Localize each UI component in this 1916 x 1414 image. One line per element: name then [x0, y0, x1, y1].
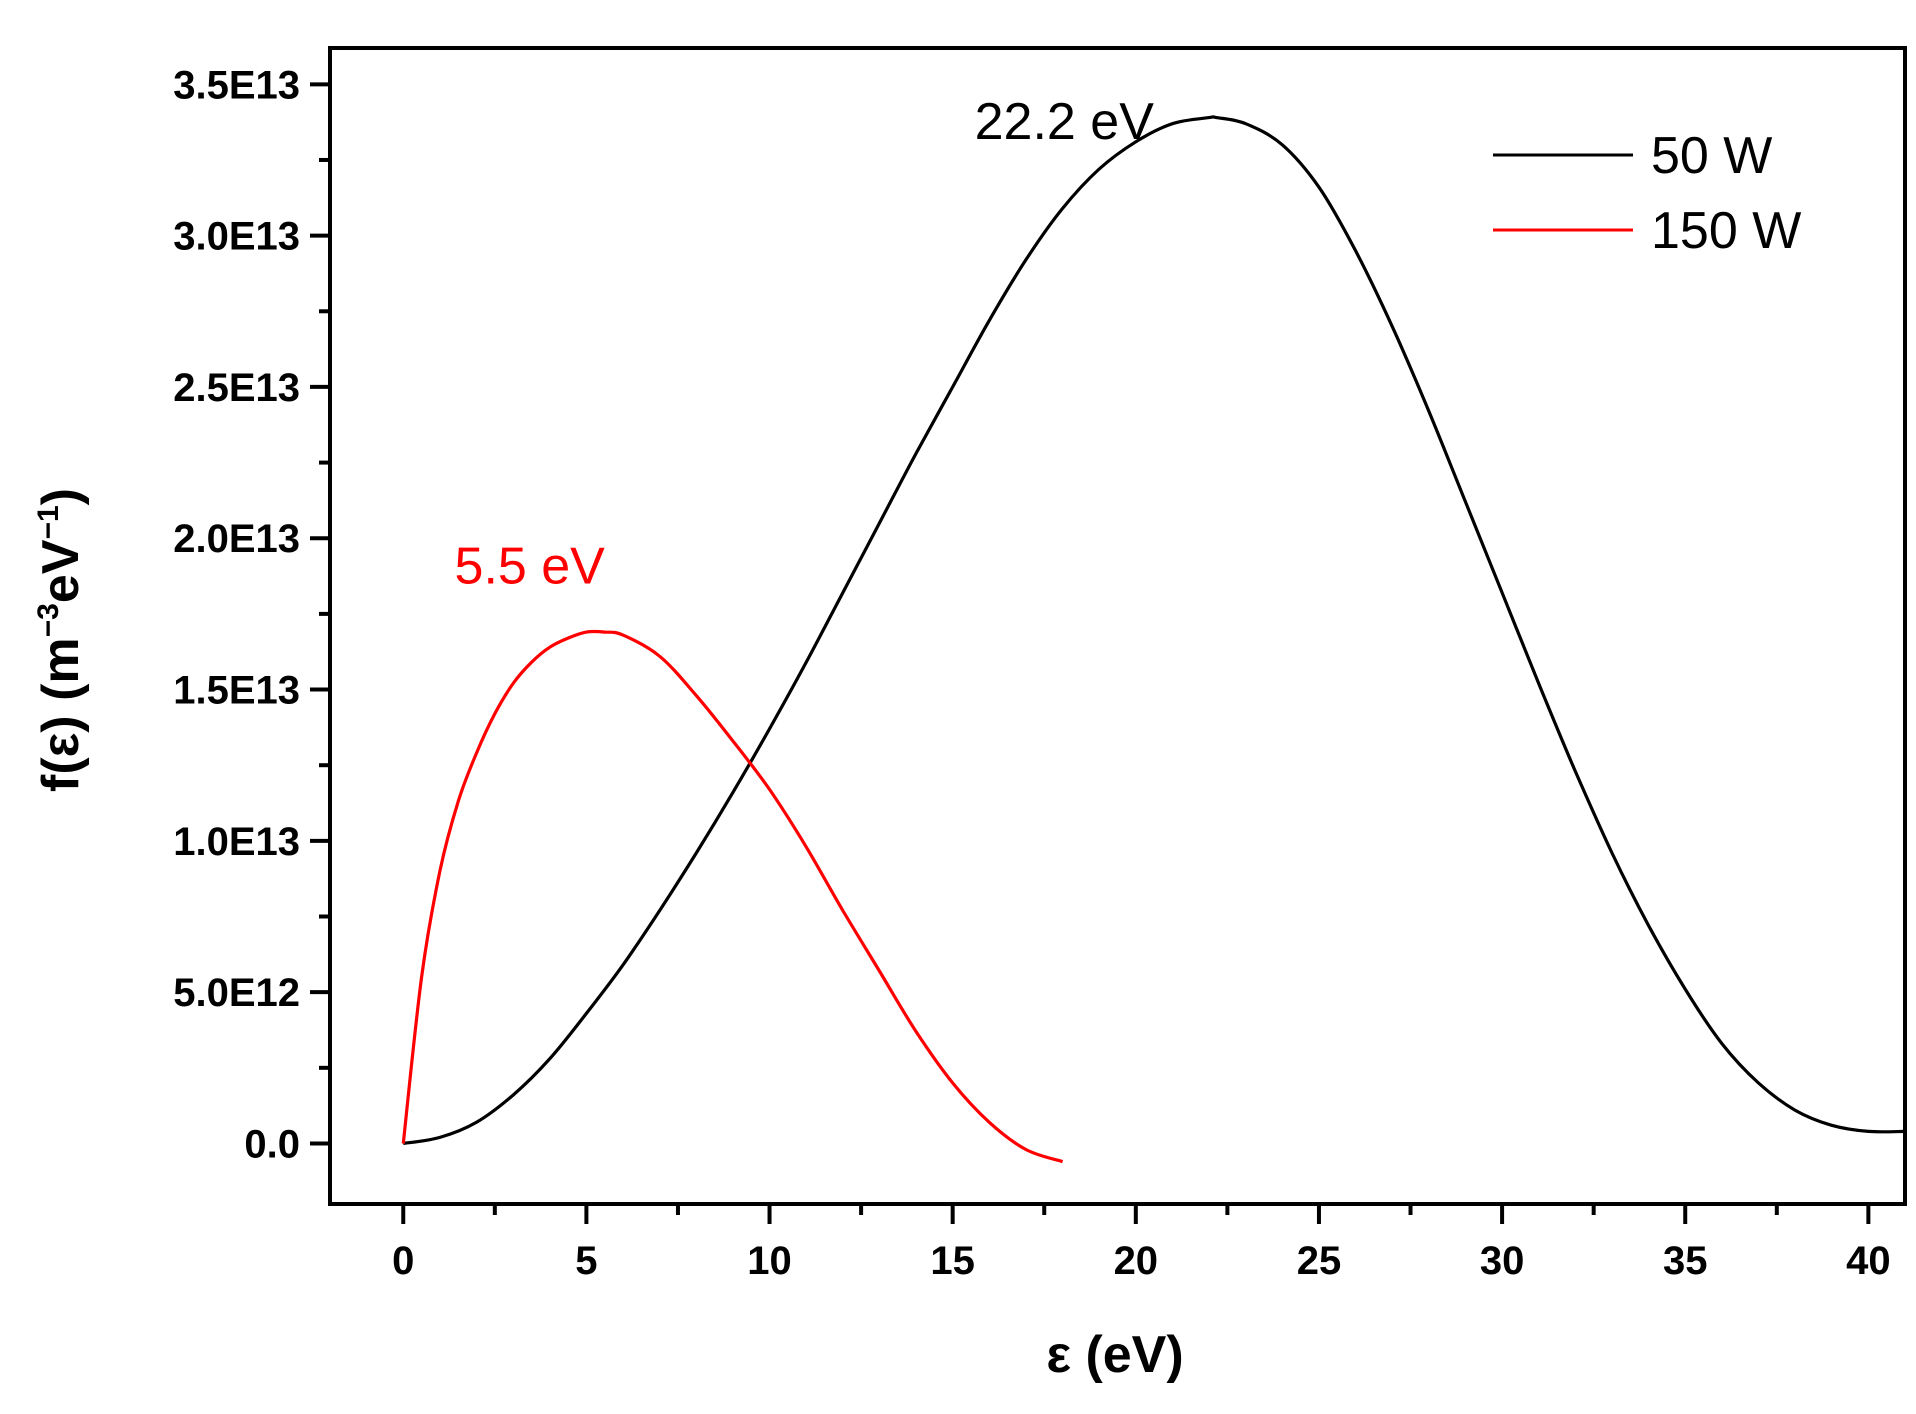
y-axis-ticks: 0.0 5.0E12 1.0E13 1.5E13 2.0E13 2.5E13 3.0E13 3… — [173, 63, 330, 1166]
x-tick-label: 40 — [1846, 1239, 1891, 1283]
y-tick-label: 0.0 — [244, 1122, 300, 1166]
y-axis-title-sup2: −1 — [32, 505, 65, 539]
annotation-peak-150w: 5.5 eV — [455, 538, 606, 596]
y-tick-label: 2.5E13 — [173, 366, 300, 410]
x-tick-label: 10 — [747, 1239, 792, 1283]
y-tick-label: 1.0E13 — [173, 820, 300, 864]
annotation-peak-50w: 22.2 eV — [975, 93, 1155, 151]
x-tick-label: 15 — [930, 1239, 975, 1283]
plot-frame — [328, 46, 1907, 1206]
series-line-0 — [403, 115, 1906, 1146]
y-tick-label: 2.0E13 — [173, 517, 300, 561]
legend-label-150w: 150 W — [1651, 202, 1801, 260]
y-axis-title-main: f(ε) (m — [32, 637, 90, 792]
x-tick-label: 5 — [575, 1239, 597, 1283]
x-tick-label: 35 — [1663, 1239, 1708, 1283]
y-tick-label: 5.0E12 — [173, 971, 300, 1015]
y-axis-title-sup1: −3 — [32, 603, 65, 637]
y-tick-label: 3.5E13 — [173, 63, 300, 107]
x-axis-title: ε (eV) — [1046, 1326, 1183, 1384]
legend: 50 W 150 W — [1493, 127, 1801, 260]
y-tick-label: 3.0E13 — [173, 215, 300, 259]
x-axis-ticks: 0 5 10 15 20 25 30 35 40 — [392, 1204, 1891, 1283]
x-tick-label: 25 — [1297, 1239, 1342, 1283]
y-tick-label: 1.5E13 — [173, 669, 300, 713]
y-axis-title: f(ε) (m−3eV−1) — [32, 488, 90, 792]
legend-label-50w: 50 W — [1651, 127, 1772, 185]
series-lines — [401, 115, 1906, 1164]
y-axis-title-mid: eV — [32, 539, 90, 603]
series-line-1 — [401, 629, 1064, 1164]
x-tick-label: 0 — [392, 1239, 414, 1283]
x-tick-label: 20 — [1114, 1239, 1159, 1283]
y-axis-title-end: ) — [32, 488, 90, 505]
x-tick-label: 30 — [1480, 1239, 1525, 1283]
